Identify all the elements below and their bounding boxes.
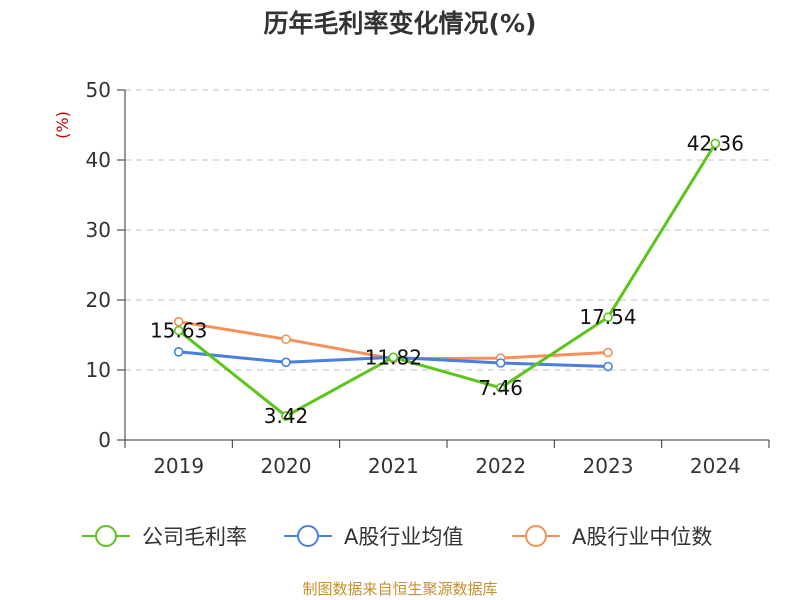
data-point bbox=[710, 138, 721, 149]
y-tick-label: 50 bbox=[86, 78, 111, 102]
legend-swatch-marker bbox=[525, 525, 547, 547]
y-tick-label: 40 bbox=[86, 148, 111, 172]
x-tick-label: 2019 bbox=[153, 454, 204, 478]
data-labels: 15.63 3.42 11.82 7.46 17.54 42.36 bbox=[150, 131, 744, 428]
y-tick-label: 20 bbox=[86, 288, 111, 312]
legend-label: A股行业均值 bbox=[344, 525, 463, 549]
source-note: 制图数据来自恒生聚源数据库 bbox=[302, 580, 497, 598]
data-point bbox=[173, 316, 184, 327]
axes: 0 10 20 30 40 50 2019 2020 2021 2022 2023 2024 bbox=[86, 78, 770, 478]
data-point bbox=[603, 312, 613, 323]
chart-title: 历年毛利率变化情况(%) bbox=[264, 9, 537, 38]
data-point bbox=[281, 334, 291, 345]
data-label: 7.46 bbox=[478, 376, 523, 400]
data-point bbox=[173, 346, 184, 357]
y-axis-unit-label: (%) bbox=[53, 111, 72, 139]
legend-label: 公司毛利率 bbox=[142, 525, 247, 549]
y-tick-label: 30 bbox=[86, 218, 111, 242]
x-tick-label: 2022 bbox=[475, 454, 526, 478]
series-group bbox=[173, 138, 721, 421]
legend-swatch-marker bbox=[95, 525, 117, 547]
x-tick-label: 2024 bbox=[690, 454, 741, 478]
data-label: 11.82 bbox=[365, 345, 422, 369]
legend: 公司毛利率 A股行业均值 A股行业中位数 bbox=[82, 525, 712, 549]
y-tick-label: 0 bbox=[98, 428, 111, 452]
data-point bbox=[173, 325, 184, 336]
legend-label: A股行业中位数 bbox=[572, 525, 712, 549]
data-point bbox=[603, 347, 613, 358]
grid-lines bbox=[125, 89, 769, 371]
data-label: 15.63 bbox=[150, 319, 207, 343]
data-point bbox=[281, 411, 291, 421]
data-label: 42.36 bbox=[687, 131, 744, 155]
data-point bbox=[603, 361, 613, 372]
data-point bbox=[388, 352, 399, 363]
series-line bbox=[177, 142, 717, 418]
data-point bbox=[495, 358, 506, 368]
x-tick-label: 2020 bbox=[261, 454, 312, 478]
data-point bbox=[281, 357, 291, 368]
y-tick-label: 10 bbox=[86, 358, 111, 382]
x-tick-label: 2023 bbox=[583, 454, 634, 478]
data-label: 3.42 bbox=[264, 404, 309, 428]
data-point bbox=[495, 382, 506, 393]
data-label: 17.54 bbox=[579, 305, 636, 329]
x-tick-label: 2021 bbox=[368, 454, 419, 478]
legend-swatch-marker bbox=[297, 525, 319, 547]
